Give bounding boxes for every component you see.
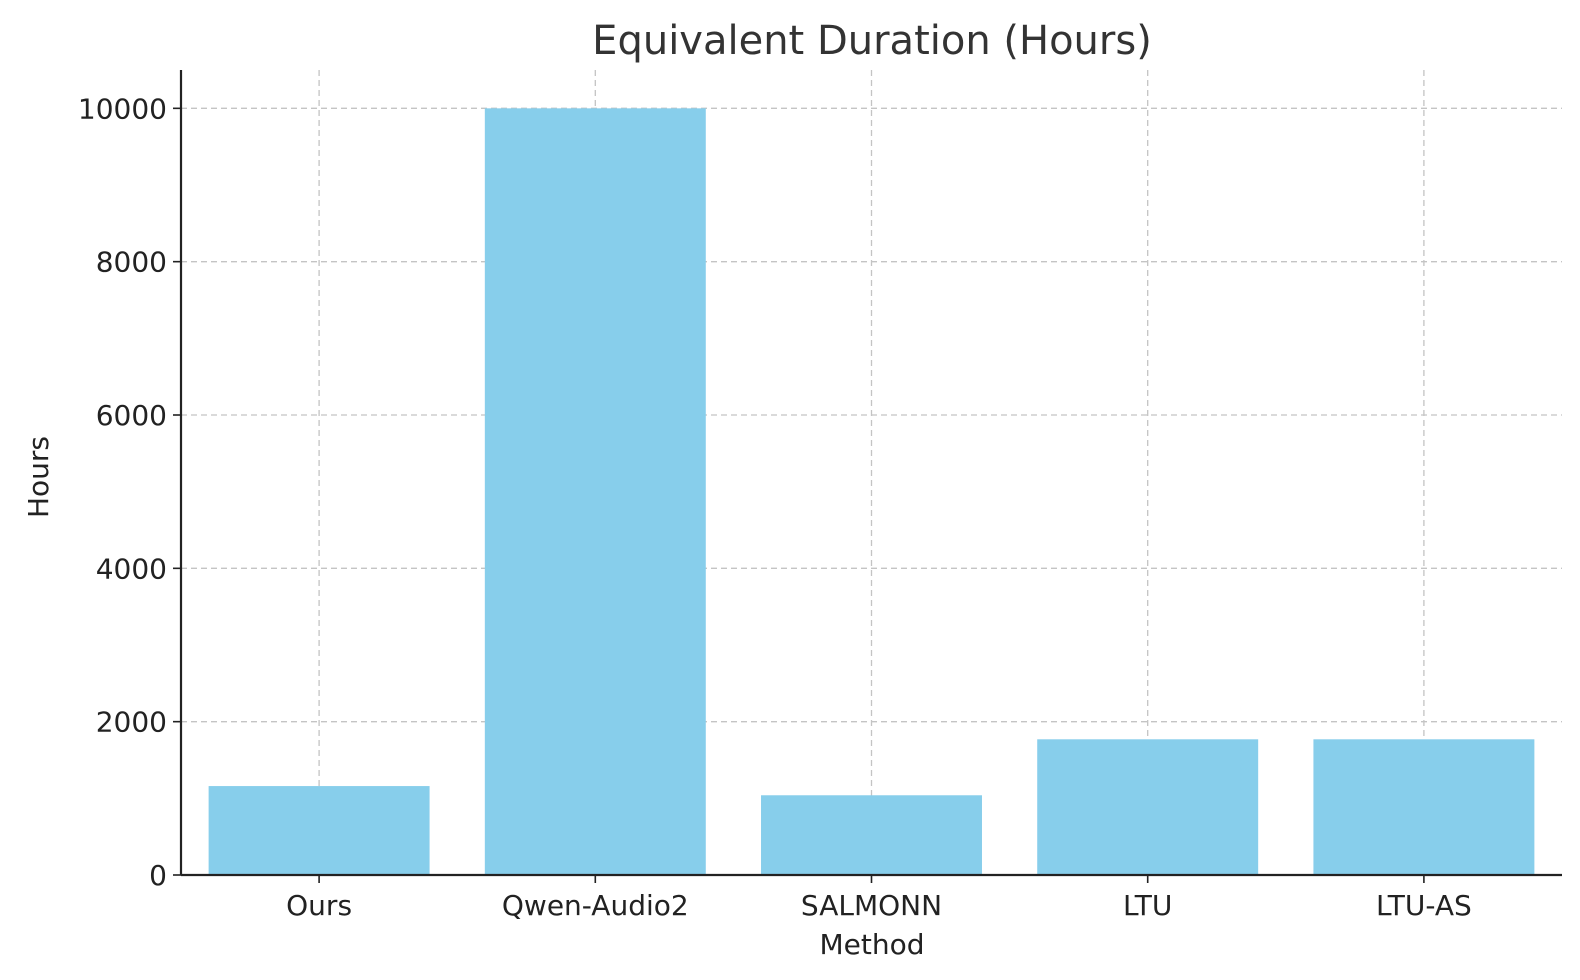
x-tick-label: LTU bbox=[1123, 889, 1172, 922]
bar bbox=[1313, 739, 1535, 875]
chart-title: Equivalent Duration (Hours) bbox=[592, 18, 1152, 64]
y-tick-label: 6000 bbox=[96, 399, 167, 432]
x-axis-ticks: Ours Qwen-Audio2 SALMONN LTU LTU-AS bbox=[286, 875, 1472, 922]
bars bbox=[208, 108, 1535, 876]
x-tick-label: LTU-AS bbox=[1376, 889, 1472, 922]
x-tick-label: Ours bbox=[286, 889, 352, 922]
bar bbox=[761, 795, 982, 875]
x-axis-label: Method bbox=[819, 928, 924, 961]
x-tick-label: Qwen-Audio2 bbox=[502, 889, 689, 922]
y-tick-label: 8000 bbox=[96, 246, 167, 279]
bar bbox=[1037, 739, 1259, 875]
y-tick-label: 4000 bbox=[96, 552, 167, 585]
y-axis-ticks: 0 2000 4000 6000 8000 10000 bbox=[78, 92, 181, 892]
bar bbox=[208, 786, 430, 875]
y-tick-label: 2000 bbox=[96, 706, 167, 739]
bar bbox=[484, 108, 706, 876]
x-tick-label: SALMONN bbox=[801, 889, 942, 922]
y-tick-label: 10000 bbox=[78, 92, 167, 125]
y-axis-label: Hours bbox=[22, 436, 55, 518]
y-tick-label: 0 bbox=[149, 859, 167, 892]
